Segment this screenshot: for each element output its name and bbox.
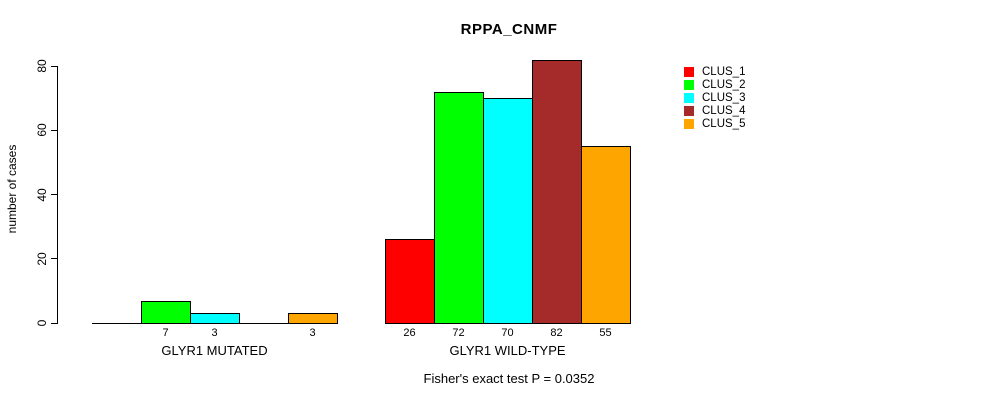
legend-label: CLUS_1 [702,66,746,78]
y-tick-label: 20 [35,252,49,266]
y-tick-mark [51,65,57,67]
bar-clus_3 [483,98,533,324]
statistic-annotation: Fisher's exact test P = 0.0352 [423,371,595,386]
bar-clus_1 [385,239,435,324]
bar-value-label: 3 [211,327,218,339]
y-tick-mark [51,129,57,131]
legend-label: CLUS_4 [702,105,746,117]
chart-title: RPPA_CNMF [460,21,558,38]
bar-clus_5 [581,146,631,324]
legend-label: CLUS_3 [702,92,746,104]
y-tick-label: 60 [35,123,49,137]
legend-swatch [684,67,694,77]
zero-bar-clus_1 [92,323,142,324]
bar-value-label: 55 [599,327,612,339]
y-tick-label: 0 [35,319,49,327]
y-axis-line [57,66,58,324]
legend-swatch [684,80,694,90]
y-tick-mark [51,258,57,260]
group-label: GLYR1 MUTATED [161,343,268,358]
bar-clus_5 [288,313,338,324]
y-tick-mark [51,322,57,324]
bar-value-label: 26 [403,327,416,339]
zero-bar-clus_4 [239,323,289,324]
y-axis-label: number of cases [5,144,19,234]
bar-clus_2 [141,300,191,324]
legend-swatch [684,93,694,103]
legend-label: CLUS_5 [702,118,746,130]
bar-clus_2 [434,91,484,324]
bar-value-label: 70 [501,327,514,339]
bar-clus_3 [190,313,240,324]
y-tick-label: 80 [35,59,49,73]
bar-value-label: 7 [162,327,169,339]
bar-value-label: 82 [550,327,563,339]
bar-clus_4 [532,59,582,324]
y-tick-mark [51,194,57,195]
legend-swatch [684,106,694,116]
bar-value-label: 3 [309,327,316,339]
bar-value-label: 72 [452,327,465,339]
legend-swatch [684,119,694,129]
legend-label: CLUS_2 [702,79,746,91]
y-tick-label: 40 [35,187,49,202]
group-label: GLYR1 WILD-TYPE [449,343,566,358]
